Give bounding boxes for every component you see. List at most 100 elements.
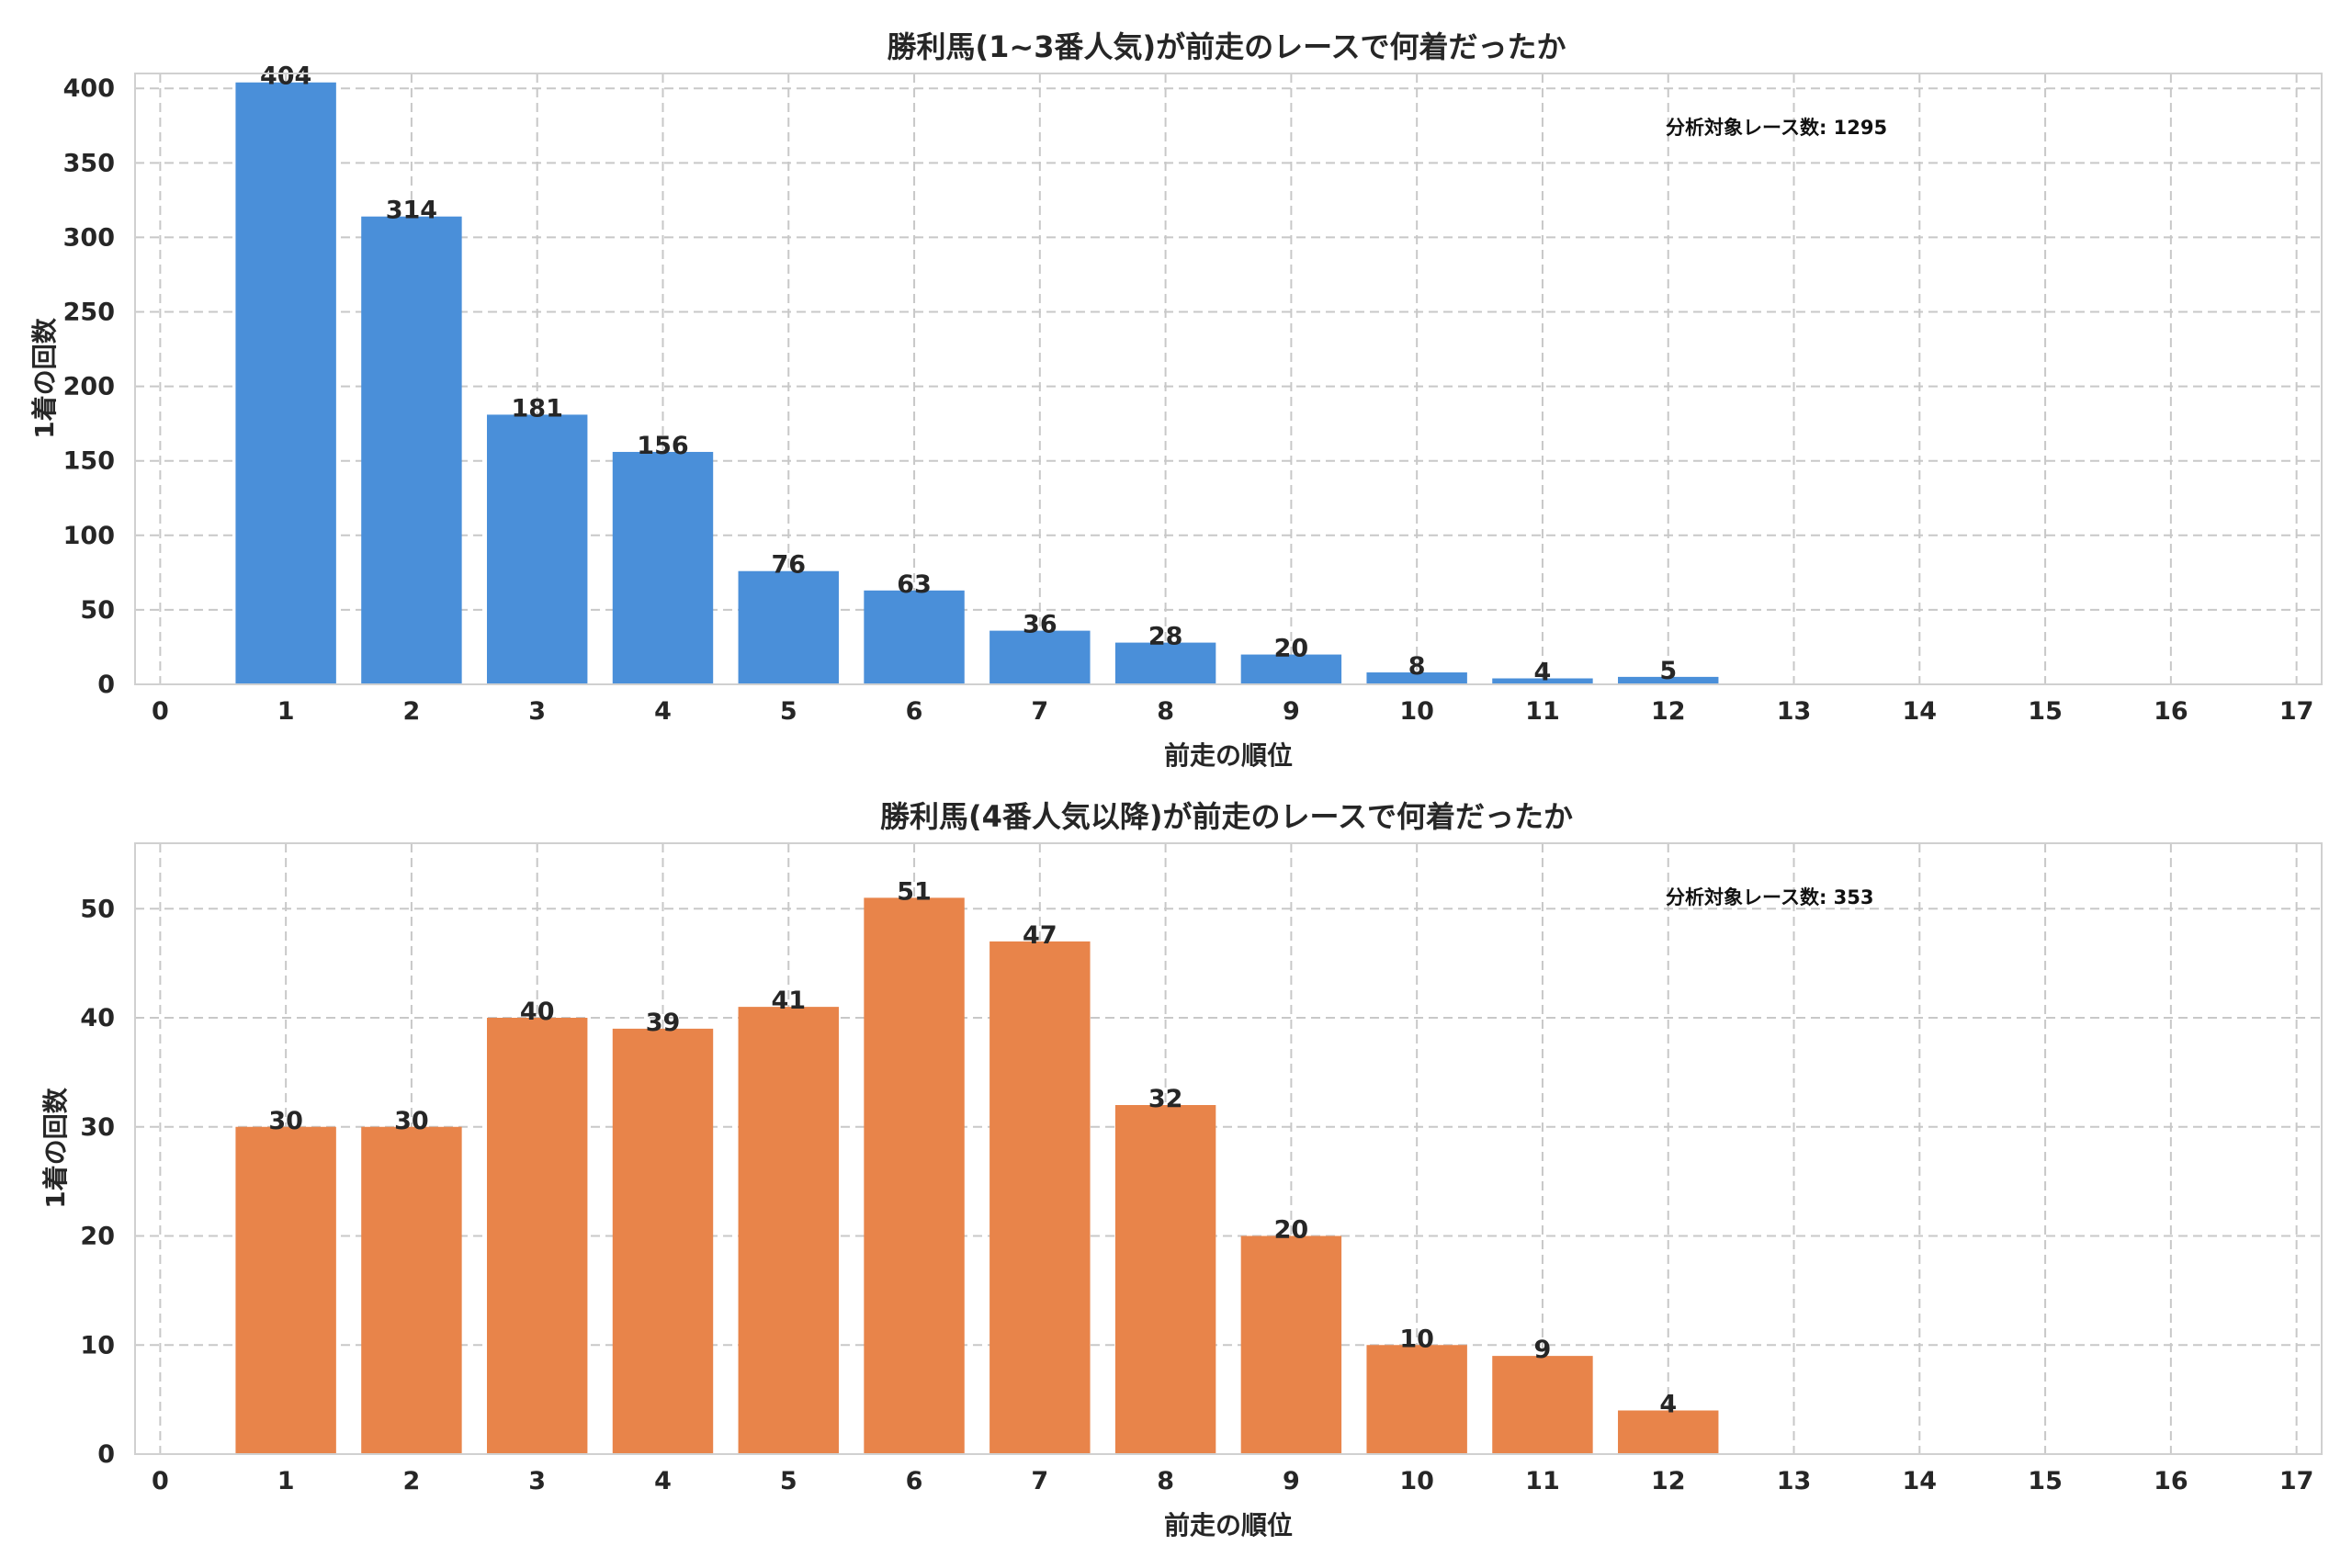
y-tick-label: 0	[97, 671, 115, 699]
bar	[989, 630, 1091, 684]
y-tick-label: 400	[63, 74, 115, 103]
bar-value-label: 4	[1659, 1391, 1677, 1419]
y-axis-label: 1着の回数	[29, 317, 60, 438]
x-tick-label: 7	[1031, 1467, 1048, 1495]
bar	[1492, 678, 1593, 684]
y-axis-label: 1着の回数	[40, 1087, 71, 1208]
bar-value-label: 181	[512, 394, 563, 423]
x-axis-label: 前走の順位	[1164, 1510, 1293, 1540]
x-tick-label: 14	[1903, 697, 1938, 726]
bar	[1492, 1356, 1593, 1454]
bar	[1114, 1105, 1216, 1454]
bar	[738, 570, 839, 684]
bar-value-label: 32	[1148, 1085, 1183, 1113]
bar	[612, 451, 714, 684]
x-tick-label: 2	[403, 1467, 421, 1495]
bar	[864, 897, 965, 1454]
bar	[361, 216, 462, 684]
x-tick-label: 2	[403, 697, 421, 726]
x-axis-label: 前走の順位	[1164, 740, 1293, 771]
y-tick-label: 0	[97, 1440, 115, 1469]
bar-value-label: 10	[1399, 1325, 1434, 1353]
bar	[1240, 1235, 1342, 1454]
x-tick-label: 3	[528, 697, 546, 726]
x-tick-label: 7	[1031, 697, 1048, 726]
y-tick-label: 40	[80, 1004, 115, 1032]
bar-value-label: 8	[1408, 652, 1426, 681]
bar-value-label: 20	[1274, 635, 1309, 663]
x-tick-label: 9	[1283, 697, 1300, 726]
bar	[1618, 1410, 1719, 1454]
bar	[989, 941, 1091, 1454]
x-tick-label: 1	[277, 1467, 295, 1495]
bar	[235, 1126, 336, 1454]
x-tick-label: 13	[1777, 1467, 1812, 1495]
x-tick-label: 0	[152, 697, 169, 726]
x-tick-label: 14	[1903, 1467, 1938, 1495]
bar-value-label: 30	[394, 1107, 429, 1135]
bar-value-label: 63	[897, 570, 932, 599]
x-tick-label: 0	[152, 1467, 169, 1495]
bar	[1114, 642, 1216, 684]
x-tick-label: 12	[1651, 697, 1686, 726]
chart-panel-top: 勝利馬(1~3番人気)が前走のレースで何着だったか 40431418115676…	[29, 29, 2323, 771]
y-tick-label: 150	[63, 447, 115, 476]
x-tick-label: 5	[780, 697, 797, 726]
y-tick-label: 50	[80, 895, 115, 923]
race-count-annotation: 分析対象レース数: 353	[1666, 886, 1874, 908]
x-tick-label: 4	[654, 1467, 672, 1495]
bar-value-label: 41	[771, 987, 806, 1015]
x-tick-label: 17	[2279, 1467, 2314, 1495]
chart-title: 勝利馬(4番人気以降)が前走のレースで何着だったか	[880, 799, 1573, 834]
bar-value-label: 36	[1023, 611, 1057, 639]
y-tick-label: 250	[63, 299, 115, 327]
x-tick-label: 13	[1777, 697, 1812, 726]
y-tick-label: 30	[80, 1113, 115, 1142]
x-tick-label: 15	[2028, 1467, 2063, 1495]
y-tick-label: 50	[80, 596, 115, 625]
x-tick-label: 9	[1283, 1467, 1300, 1495]
x-tick-label: 8	[1157, 1467, 1174, 1495]
bar	[486, 1018, 588, 1454]
bar	[1366, 672, 1467, 684]
y-tick-label: 100	[63, 522, 115, 550]
bar	[235, 82, 336, 685]
bar-value-label: 4	[1534, 659, 1552, 687]
x-tick-label: 11	[1525, 697, 1560, 726]
bar	[864, 590, 965, 684]
bar-value-label: 9	[1534, 1336, 1552, 1364]
x-tick-label: 10	[1399, 697, 1434, 726]
x-tick-label: 10	[1399, 1467, 1434, 1495]
bar	[1240, 654, 1342, 684]
y-tick-label: 350	[63, 149, 115, 177]
x-tick-label: 5	[780, 1467, 797, 1495]
y-tick-label: 20	[80, 1223, 115, 1251]
chart-title: 勝利馬(1~3番人気)が前走のレースで何着だったか	[888, 29, 1566, 64]
x-tick-label: 6	[906, 1467, 923, 1495]
bar-value-label: 76	[771, 551, 806, 580]
bar	[738, 1007, 839, 1454]
x-tick-label: 6	[906, 697, 923, 726]
x-tick-label: 15	[2028, 697, 2063, 726]
bar-value-label: 28	[1148, 623, 1183, 651]
bar	[1366, 1345, 1467, 1454]
y-tick-label: 200	[63, 373, 115, 401]
bar	[612, 1028, 714, 1454]
x-tick-label: 16	[2154, 1467, 2188, 1495]
x-tick-label: 11	[1525, 1467, 1560, 1495]
bar-value-label: 51	[897, 877, 932, 906]
bar-value-label: 156	[637, 432, 688, 460]
plot-frame	[134, 73, 2323, 685]
bar-value-label: 40	[520, 998, 555, 1026]
race-count-annotation: 分析対象レース数: 1295	[1666, 117, 1887, 139]
bar	[486, 414, 588, 684]
x-tick-label: 16	[2154, 697, 2188, 726]
bar-value-label: 5	[1659, 657, 1677, 685]
y-tick-label: 300	[63, 223, 115, 252]
y-tick-label: 10	[80, 1331, 115, 1359]
x-tick-label: 12	[1651, 1467, 1686, 1495]
x-tick-label: 1	[277, 697, 295, 726]
bar-value-label: 20	[1274, 1216, 1309, 1245]
